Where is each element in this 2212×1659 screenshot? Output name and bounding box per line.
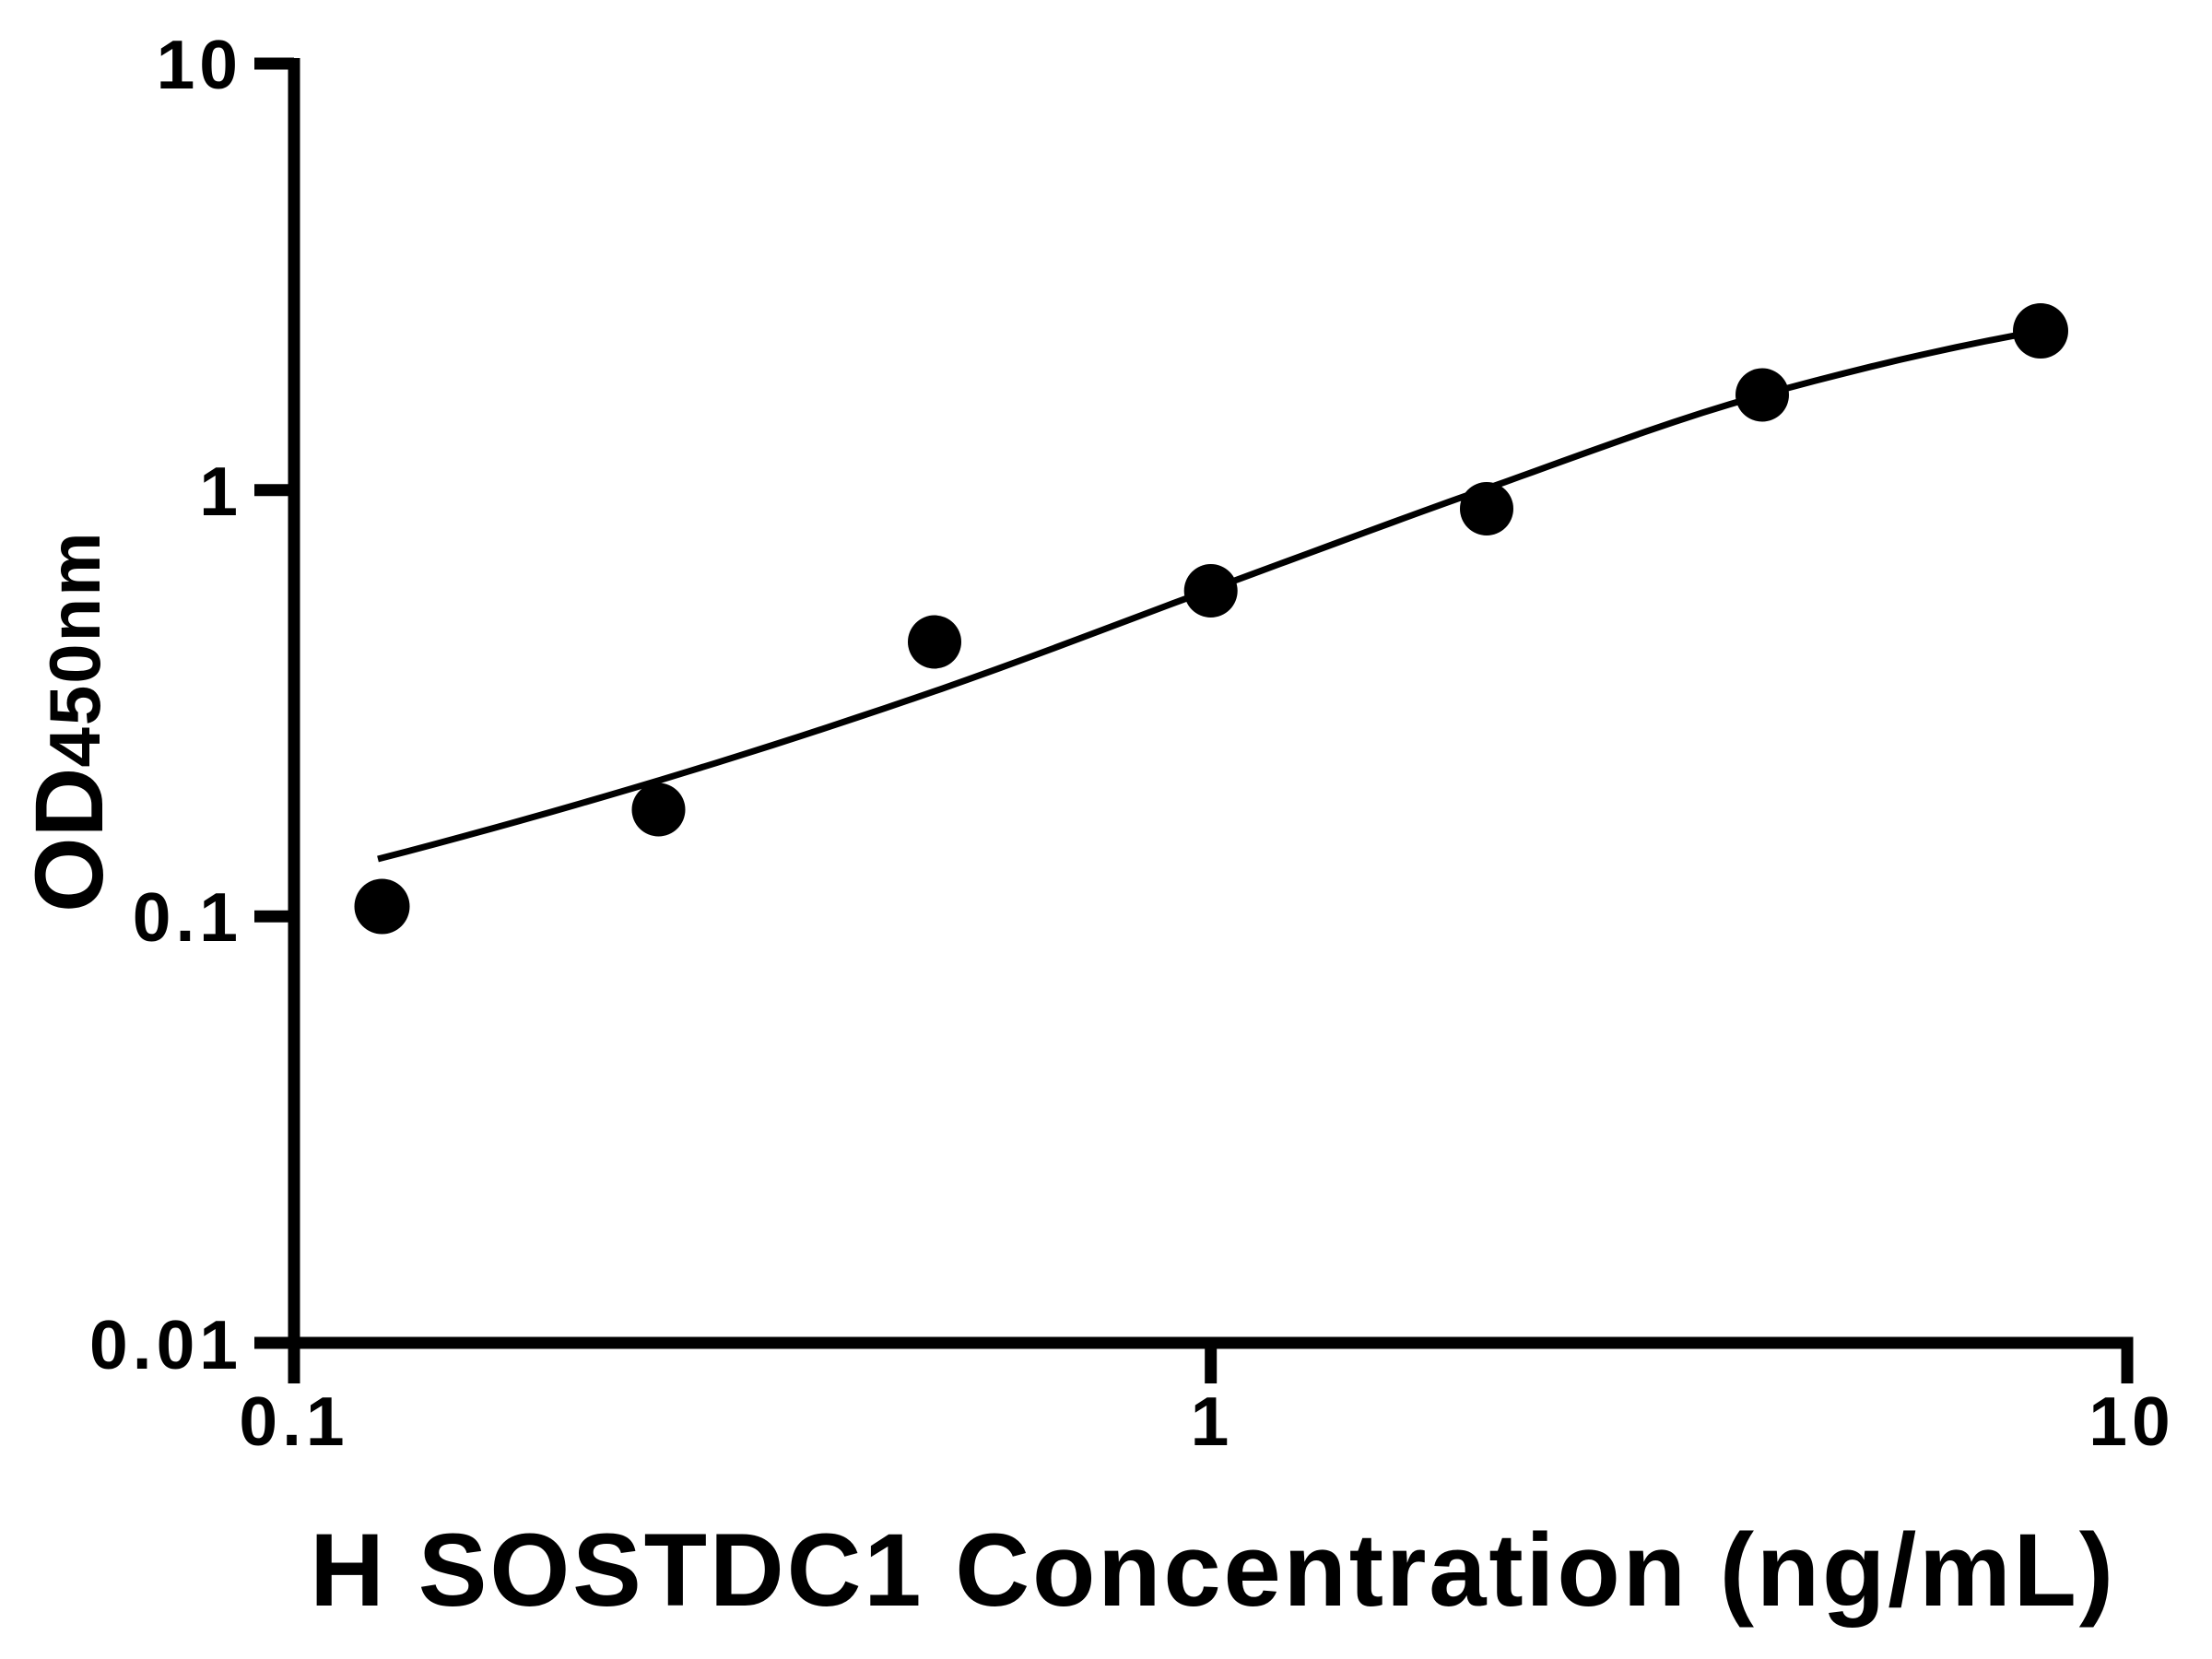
svg-text:1: 1 (1191, 1382, 1234, 1460)
svg-text:0.01: 0.01 (89, 1306, 242, 1383)
svg-text:10: 10 (157, 26, 242, 103)
svg-text:OD450nm: OD450nm (16, 530, 124, 912)
svg-text:0.1: 0.1 (239, 1382, 348, 1460)
svg-text:1: 1 (199, 453, 242, 530)
svg-text:H SOSTDC1 Concentration (ng/mL: H SOSTDC1 Concentration (ng/mL) (310, 1512, 2116, 1628)
svg-text:0.1: 0.1 (133, 878, 242, 956)
svg-text:10: 10 (2088, 1382, 2174, 1460)
